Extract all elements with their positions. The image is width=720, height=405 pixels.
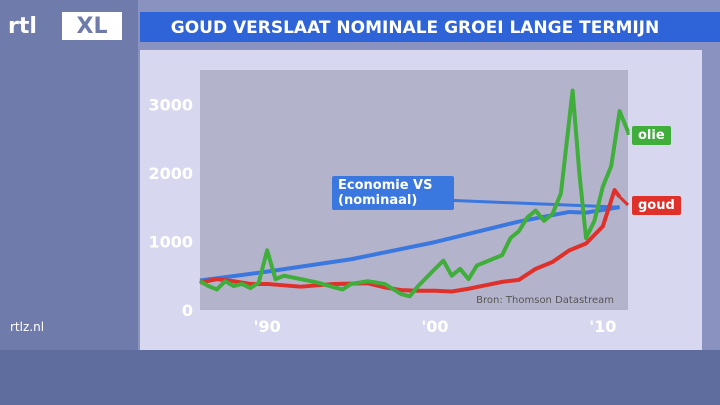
logo-xl: XL [77, 14, 108, 39]
legend-label: Economie VS (nominaal) [332, 176, 454, 210]
x-tick-label: '90 [254, 317, 281, 336]
site-label: rtlz.nl [10, 320, 44, 334]
y-tick-label: 1000 [148, 232, 193, 251]
series-line [199, 88, 630, 299]
series-line [199, 188, 622, 294]
title-bar [140, 12, 720, 42]
chart-title: GOUD VERSLAAT NOMINALE GROEI LANGE TERMI… [171, 18, 660, 38]
y-tick-label: 3000 [148, 95, 193, 114]
source-note: Bron: Thomson Datastream [476, 295, 614, 306]
logo-rtl: rtl [8, 14, 37, 39]
side-panel [0, 0, 138, 405]
legend-label: olie [632, 126, 671, 145]
x-tick-label: '10 [589, 317, 616, 336]
bottom-strip [0, 350, 720, 405]
y-tick-label: 0 [182, 301, 193, 320]
legend-leader [618, 195, 630, 207]
legend-label: goud [632, 196, 681, 215]
y-tick-label: 2000 [148, 164, 193, 183]
legend-leader [441, 198, 620, 209]
x-tick-label: '00 [421, 317, 448, 336]
logo-box [62, 12, 122, 40]
